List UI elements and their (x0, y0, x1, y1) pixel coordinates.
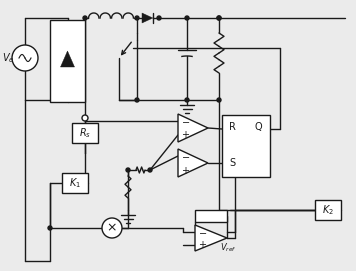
Circle shape (217, 16, 221, 20)
Text: R: R (229, 122, 235, 132)
Circle shape (102, 218, 122, 238)
Text: $K_1$: $K_1$ (69, 176, 81, 190)
Bar (50, 20, 85, 102)
Circle shape (148, 168, 152, 172)
Polygon shape (195, 225, 227, 251)
Circle shape (135, 98, 139, 102)
Text: S: S (229, 158, 235, 168)
Text: $-$: $-$ (198, 227, 208, 237)
Circle shape (157, 16, 161, 20)
Circle shape (126, 168, 130, 172)
Circle shape (185, 16, 189, 20)
Circle shape (82, 115, 88, 121)
Text: ×: × (107, 221, 117, 234)
Text: $+$: $+$ (182, 164, 190, 176)
Text: $R_s$: $R_s$ (79, 126, 91, 140)
Text: $V_{ref}$: $V_{ref}$ (220, 241, 236, 254)
Bar (72, 123, 98, 143)
Bar (195, 210, 227, 222)
Text: $-$: $-$ (182, 116, 190, 126)
Polygon shape (178, 114, 208, 142)
Polygon shape (178, 149, 208, 177)
Polygon shape (142, 13, 153, 23)
Circle shape (217, 98, 221, 102)
Circle shape (135, 16, 139, 20)
Text: $+$: $+$ (199, 239, 208, 250)
Circle shape (83, 16, 87, 20)
Text: $V_e$: $V_e$ (2, 51, 14, 65)
Circle shape (12, 45, 38, 71)
Text: $+$: $+$ (182, 130, 190, 140)
Circle shape (185, 98, 189, 102)
Text: $K_2$: $K_2$ (322, 203, 334, 217)
Bar (315, 200, 341, 220)
Text: $-$: $-$ (182, 151, 190, 161)
Bar (62, 173, 88, 193)
Bar (222, 115, 270, 177)
Circle shape (217, 16, 221, 20)
Polygon shape (61, 51, 74, 67)
Text: Q: Q (254, 122, 262, 132)
Circle shape (48, 226, 52, 230)
